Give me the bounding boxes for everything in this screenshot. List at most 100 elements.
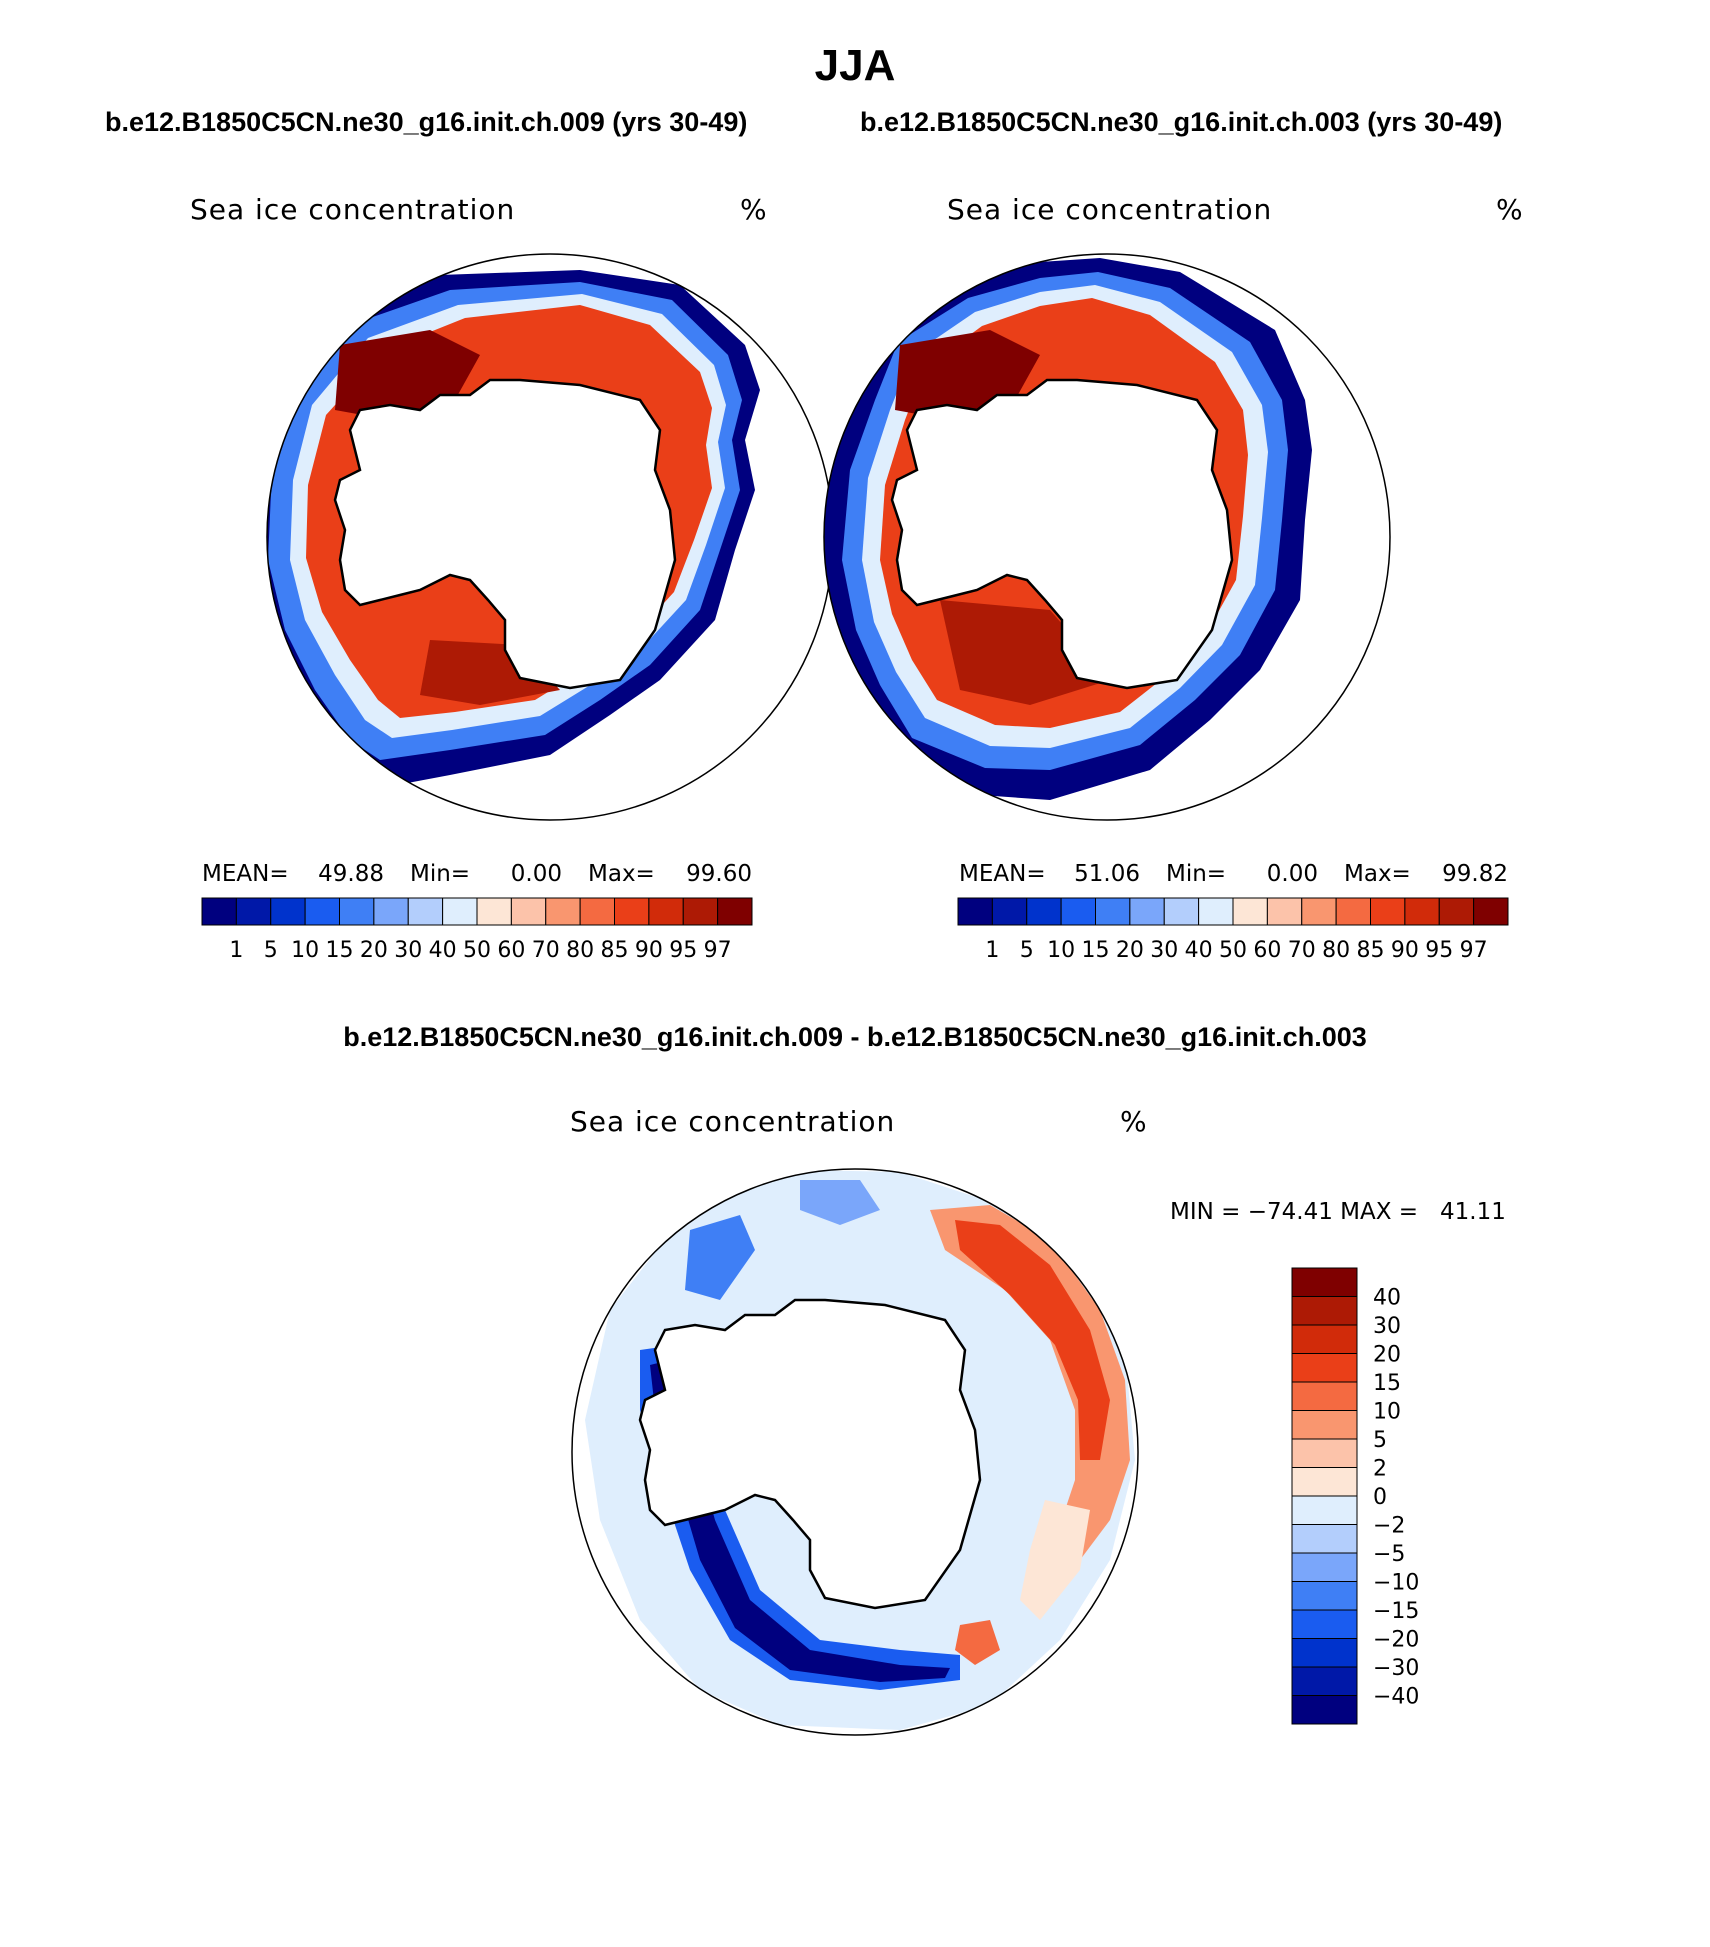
colorbar-tick-label: 2 — [1373, 1457, 1387, 1482]
colorbar-tick-label: −2 — [1373, 1514, 1405, 1539]
colorbar-tick-label: −20 — [1373, 1628, 1419, 1653]
colorbar-swatch — [682, 897, 719, 926]
panel2-min-value: 0.00 — [1267, 861, 1318, 887]
case1-title: b.e12.B1850C5CN.ne30_g16.init.ch.009 (yr… — [105, 107, 747, 137]
colorbar-tick-label: 85 — [601, 938, 629, 963]
colorbar-tick-label: 15 — [1373, 1371, 1401, 1396]
colorbar-tick-label: 10 — [291, 938, 319, 963]
colorbar-swatch — [1291, 1609, 1358, 1639]
panel1-mean-value: 49.88 — [318, 861, 384, 887]
colorbar-swatch — [270, 897, 306, 926]
colorbar-tick-label: 50 — [1219, 938, 1247, 963]
colorbar-tick-label: 20 — [1373, 1343, 1401, 1368]
panel1-colorbar: 1 5 10 15 20 30 40 50 60 70 80 85 90 95 97 — [201, 897, 753, 963]
colorbar-tick-label: 30 — [1373, 1314, 1401, 1339]
panel-case-009: Sea ice concentration % MEAN= 49.88 Min=… — [190, 193, 834, 963]
panel1-variable-label: Sea ice concentration — [190, 193, 515, 226]
colorbar-tick-label: 20 — [360, 938, 388, 963]
panel2-colorbar: 1 5 10 15 20 30 40 50 60 70 80 85 90 95 97 — [957, 897, 1509, 963]
panel2-max-value: 99.82 — [1442, 861, 1508, 887]
colorbar-tick-label: −15 — [1373, 1599, 1419, 1624]
figure-title: JJA — [815, 41, 896, 90]
colorbar-swatch — [1370, 897, 1406, 926]
panel3-units-label: % — [1120, 1105, 1147, 1138]
panel3-boundary — [571, 1168, 1139, 1736]
panel3-diff-negative-patch-2 — [800, 1180, 880, 1225]
colorbar-tick-label: 85 — [1357, 938, 1385, 963]
panel1-stats: MEAN= 49.88 Min= 0.00 Max= 99.60 — [202, 861, 752, 887]
panel2-mean-label: MEAN= — [959, 861, 1046, 887]
colorbar-tick-label: 90 — [1391, 938, 1419, 963]
colorbar-swatch — [442, 897, 478, 926]
panel1-map — [267, 254, 833, 820]
colorbar-tick-label: −10 — [1373, 1571, 1419, 1596]
panel3-diff-negative-band — [640, 1345, 960, 1690]
colorbar-swatch — [235, 897, 272, 926]
colorbar-swatch — [1291, 1353, 1358, 1383]
colorbar-tick-label: 20 — [1116, 938, 1144, 963]
colorbar-tick-label: 40 — [429, 938, 457, 963]
colorbar-tick-label: 5 — [1373, 1428, 1387, 1453]
colorbar-tick-label: 40 — [1373, 1286, 1401, 1311]
panel1-antarctica — [333, 378, 677, 690]
colorbar-swatch — [614, 897, 650, 926]
colorbar-swatch — [1291, 1381, 1358, 1411]
case2-title: b.e12.B1850C5CN.ne30_g16.init.ch.003 (yr… — [860, 107, 1502, 137]
colorbar-swatch — [1291, 1495, 1358, 1525]
colorbar-tick-label: 70 — [532, 938, 560, 963]
colorbar-swatch — [579, 897, 615, 926]
colorbar-swatch — [1291, 1467, 1358, 1497]
colorbar-swatch — [1335, 897, 1371, 926]
colorbar-tick-label: 0 — [1373, 1485, 1387, 1510]
colorbar-swatch — [1163, 897, 1200, 926]
colorbar-swatch — [1291, 1267, 1358, 1297]
colorbar-swatch — [1473, 897, 1509, 926]
colorbar-tick-label: 80 — [1322, 938, 1350, 963]
colorbar-tick-label: 30 — [1150, 938, 1178, 963]
colorbar-swatch — [1129, 897, 1165, 926]
colorbar-tick-label: 97 — [1460, 938, 1488, 963]
colorbar-swatch — [1095, 897, 1131, 926]
panel1-max-value: 99.60 — [686, 861, 752, 887]
colorbar-swatch — [1291, 1410, 1358, 1440]
colorbar-swatch — [407, 897, 444, 926]
panel3-diff-pale-positive — [1020, 1500, 1090, 1620]
colorbar-swatch — [1291, 1524, 1358, 1554]
colorbar-tick-label: 60 — [1253, 938, 1281, 963]
colorbar-tick-label: 50 — [463, 938, 491, 963]
panel3-minmax-text: MIN = −74.41 MAX = 41.11 — [1170, 1199, 1506, 1225]
panel1-units-label: % — [740, 193, 767, 226]
colorbar-tick-label: 15 — [326, 938, 354, 963]
colorbar-swatch — [1291, 1552, 1358, 1582]
panel2-variable-label: Sea ice concentration — [947, 193, 1272, 226]
colorbar-swatch — [648, 897, 684, 926]
panel1-min-value: 0.00 — [511, 861, 562, 887]
colorbar-swatch — [1266, 897, 1303, 926]
panel2-ice-thick-2 — [940, 600, 1110, 705]
panel1-max-label: Max= — [588, 861, 655, 887]
colorbar-swatch — [957, 897, 993, 926]
colorbar-tick-label: 60 — [497, 938, 525, 963]
panel2-antarctica — [890, 378, 1234, 690]
panel2-units-label: % — [1496, 193, 1523, 226]
colorbar-swatch — [1060, 897, 1096, 926]
colorbar-tick-label: 95 — [1425, 938, 1453, 963]
colorbar-swatch — [717, 897, 753, 926]
colorbar-swatch — [1291, 1666, 1358, 1696]
panel3-variable-label: Sea ice concentration — [570, 1105, 895, 1138]
colorbar-tick-label: 1 — [985, 938, 999, 963]
colorbar-tick-label: 10 — [1373, 1400, 1401, 1425]
colorbar-tick-label: 97 — [704, 938, 732, 963]
colorbar-swatch — [476, 897, 512, 926]
colorbar-tick-label: 70 — [1288, 938, 1316, 963]
panel2-mean-value: 51.06 — [1074, 861, 1140, 887]
colorbar-swatch — [1291, 1438, 1358, 1468]
colorbar-swatch — [1301, 897, 1337, 926]
colorbar-swatch — [1291, 1581, 1358, 1611]
panel3-diff-positive-band — [930, 1205, 1130, 1560]
colorbar-swatch — [201, 897, 237, 926]
colorbar-tick-label: 95 — [669, 938, 697, 963]
colorbar-swatch — [1026, 897, 1062, 926]
colorbar-tick-label: 5 — [264, 938, 278, 963]
